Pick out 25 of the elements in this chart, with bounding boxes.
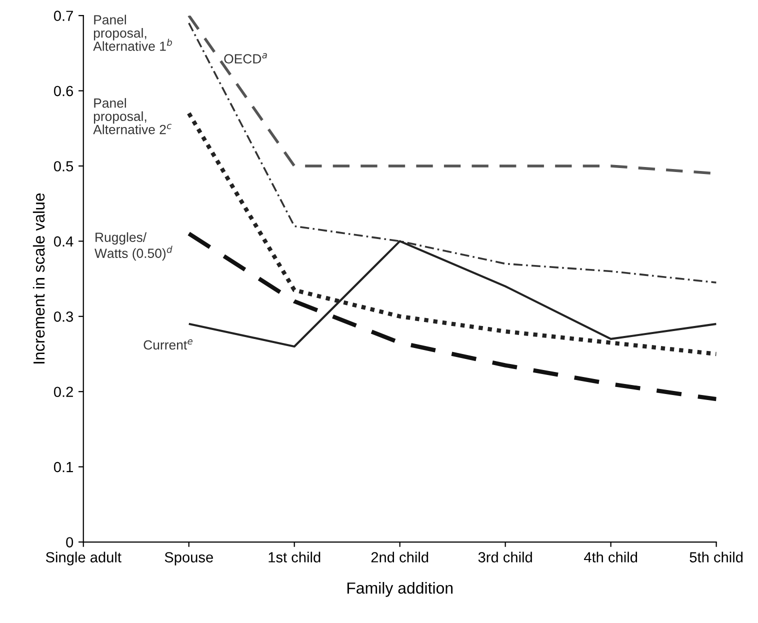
x-axis-title: Family addition xyxy=(347,582,453,597)
series-label: Panel proposal, Alternative 2$^{c}$ xyxy=(93,98,172,134)
x-tick-label: 1st child xyxy=(268,552,320,562)
x-tick-label: 2nd child xyxy=(371,552,428,562)
y-tick-label: 0.3 xyxy=(54,311,74,322)
x-tick-label: 3rd child xyxy=(478,552,532,562)
x-tick-label: 5th child xyxy=(690,552,743,562)
series-label: Ruggles/ Watts (0.50)$^{d}$ xyxy=(94,232,172,261)
y-tick-label: 0.4 xyxy=(54,236,74,247)
y-tick-label: 0.2 xyxy=(54,386,73,398)
y-tick-label: 0.1 xyxy=(54,462,73,472)
line-series xyxy=(186,232,716,402)
line-series xyxy=(188,22,716,284)
y-tick-label: 0.6 xyxy=(54,86,74,96)
line-series xyxy=(186,111,716,356)
x-tick-label: 4th child xyxy=(584,552,638,562)
series-label: Panel proposal, Alternative 1$^{b}$ xyxy=(93,14,172,51)
y-tick-label: 0 xyxy=(66,537,74,548)
series-label: OECD$^{a}$ xyxy=(224,53,267,64)
y-tick-label: 0.7 xyxy=(54,10,73,22)
x-tick-label: Single adult xyxy=(46,552,122,566)
x-tick-label: Spouse xyxy=(164,552,213,566)
y-axis-title: Increment in scale value xyxy=(32,193,45,364)
y-tick-label: 0.5 xyxy=(54,161,74,172)
series-label: Current$^{e}$ xyxy=(144,339,192,350)
